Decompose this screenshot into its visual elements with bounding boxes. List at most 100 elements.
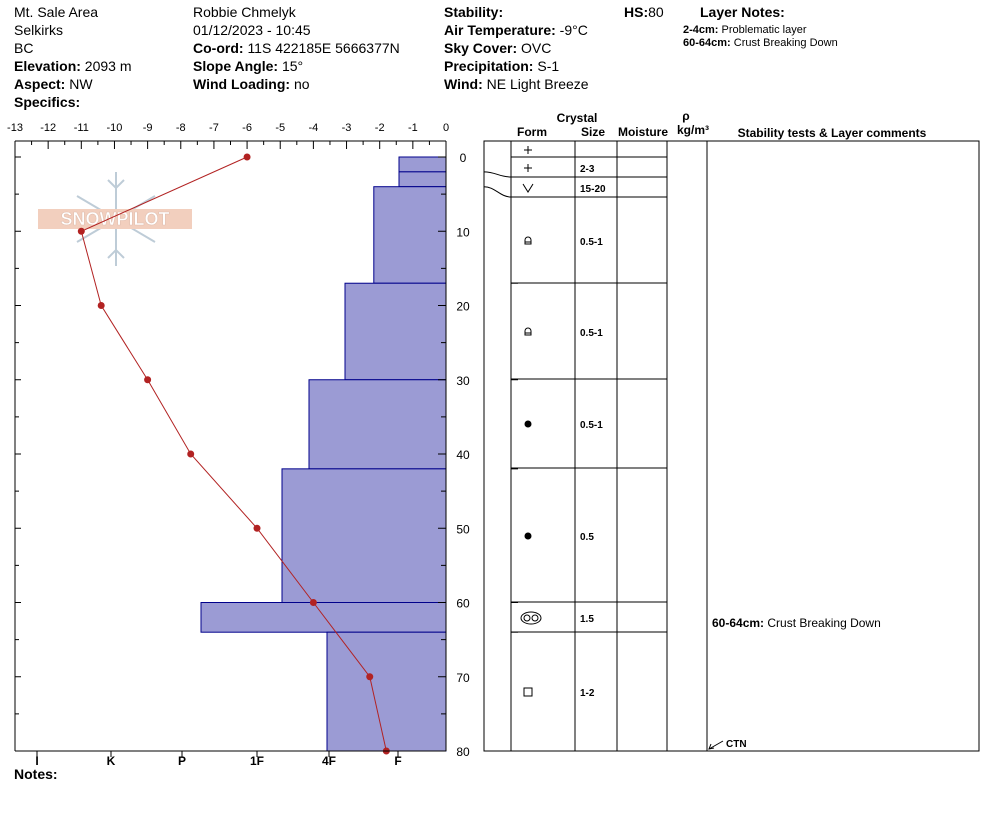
- hardness-tick-label: K: [107, 754, 116, 768]
- elevation-label: Elevation:: [14, 58, 81, 74]
- temperature-tick-label: -9: [143, 122, 153, 134]
- wind-value: NE Light Breeze: [486, 76, 589, 92]
- crystal-form-faceted-icon: [523, 687, 533, 697]
- snow-height: HS:80: [624, 4, 664, 20]
- hs-label: HS:: [624, 4, 649, 20]
- temperature-point: [77, 227, 85, 235]
- sky-cover: Sky Cover: OVC: [444, 40, 551, 56]
- layer-note-depth: 60-64cm:: [683, 37, 731, 49]
- form-header: Form: [517, 125, 547, 139]
- depth-tick-label: 40: [456, 448, 470, 462]
- location: Mt. Sale Area: [14, 4, 99, 20]
- crystal-size: 15-20: [580, 184, 606, 195]
- coord-value: 11S 422185E 5666377N: [247, 40, 400, 56]
- temperature-point: [253, 524, 261, 532]
- density-unit: kg/m³: [677, 123, 709, 137]
- wind-loading: Wind Loading: no: [193, 76, 310, 92]
- stability-test-pointer: [708, 740, 724, 750]
- temperature-tick-label: -11: [74, 122, 89, 134]
- depth-tick-label: 10: [456, 225, 470, 239]
- hardness-tick-label: I: [35, 754, 38, 768]
- size-header: Size: [581, 125, 605, 139]
- elevation: Elevation: 2093 m: [14, 58, 132, 74]
- air-temperature-label: Air Temperature:: [444, 22, 556, 38]
- layer-note: 60-64cm: Crust Breaking Down: [683, 37, 838, 49]
- crystal-size: 1.5: [580, 614, 594, 625]
- temperature-tick-label: -10: [107, 122, 123, 134]
- hardness-bar: [200, 602, 447, 633]
- specifics: Specifics:: [14, 94, 80, 110]
- crystal-size: 2-3: [580, 164, 595, 175]
- depth-tick-label: 50: [456, 522, 470, 536]
- sky-cover-label: Sky Cover:: [444, 40, 518, 56]
- stability-comments-header: Stability tests & Layer comments: [738, 126, 927, 140]
- stability-test-result: CTN: [726, 739, 747, 750]
- temperature-tick-label: -6: [242, 122, 252, 134]
- crystal-header: Crystal: [557, 111, 598, 125]
- aspect: Aspect: NW: [14, 76, 93, 92]
- layer-note-depth: 2-4cm:: [683, 24, 719, 36]
- stability-test-arrow-icon: [708, 743, 715, 750]
- depth-tick-label: 20: [456, 300, 470, 314]
- hardness-tick-label: 1F: [250, 754, 264, 768]
- hardness-bar: [398, 156, 447, 173]
- crystal-form-melt-freeze-icon: [523, 614, 531, 622]
- moisture-header: Moisture: [618, 125, 668, 139]
- temperature-tick-label: -8: [176, 122, 186, 134]
- precipitation-label: Precipitation:: [444, 58, 534, 74]
- temperature-tick-label: -3: [342, 122, 352, 134]
- crystal-form-facet-icon: [522, 183, 534, 193]
- layer-note-text: Crust Breaking Down: [733, 37, 838, 49]
- depth-tick-label: 80: [456, 745, 470, 759]
- temperature-tick-label: -4: [308, 122, 318, 134]
- snowpilot-watermark: SNOWPILOT: [38, 172, 192, 266]
- aspect-value: NW: [69, 76, 93, 92]
- stability-label: Stability:: [444, 4, 504, 20]
- slope-value: 15°: [281, 58, 304, 74]
- temperature-tick-label: 0: [443, 122, 449, 134]
- slope: Slope Angle: 15°: [193, 58, 303, 74]
- observer: Robbie Chmelyk: [193, 4, 296, 20]
- crystal-size: 0.5-1: [580, 237, 603, 248]
- temperature-tick-label: -7: [209, 122, 219, 134]
- crystal-form-melt-freeze-icon: [520, 611, 542, 625]
- temperature-tick-label: -2: [375, 122, 385, 134]
- wind: Wind: NE Light Breeze: [444, 76, 589, 92]
- hardness-tick-label: P: [178, 754, 186, 768]
- temperature-point: [97, 302, 105, 309]
- density-symbol: ρ: [682, 109, 689, 123]
- aspect-label: Aspect:: [14, 76, 66, 92]
- coord-label: Co-ord:: [193, 40, 244, 56]
- layer-comment: 60-64cm: Crust Breaking Down: [712, 616, 881, 630]
- depth-tick-label: 60: [456, 597, 470, 611]
- temperature-point: [144, 376, 152, 384]
- temperature-tick-label: -13: [7, 122, 23, 134]
- hardness-bar: [373, 186, 447, 284]
- crystal-form-rounding-icon: [524, 327, 532, 336]
- hs-value: 80: [648, 4, 664, 20]
- air-temperature-value: -9°C: [559, 22, 588, 38]
- temperature-point: [366, 673, 374, 681]
- layer-notes-title: Layer Notes:: [700, 4, 785, 20]
- depth-tick-label: 70: [456, 671, 470, 685]
- state: BC: [14, 40, 34, 56]
- hardness-tick-label: F: [394, 754, 401, 768]
- coord: Co-ord: 11S 422185E 5666377N: [193, 40, 400, 56]
- hardness-bar: [344, 282, 447, 381]
- crystal-form-round-grain-icon: [524, 420, 532, 428]
- range: Selkirks: [14, 22, 64, 38]
- specifics-label: Specifics:: [14, 94, 81, 110]
- datetime: 01/12/2023 - 10:45: [193, 22, 311, 38]
- crystal-form-round-grain-icon: [524, 532, 532, 540]
- crystal-size: 0.5-1: [580, 420, 603, 431]
- slope-label: Slope Angle:: [193, 58, 279, 74]
- elevation-value: 2093 m: [84, 58, 132, 74]
- temperature-tick-label: -12: [40, 122, 56, 134]
- hardness-bar: [308, 379, 447, 470]
- temperature-tick-label: -5: [275, 122, 285, 134]
- crystal-size: 0.5-1: [580, 328, 603, 339]
- crystal-size: 1-2: [580, 688, 595, 699]
- stability: Stability:: [444, 4, 503, 20]
- layer-connector: [483, 186, 512, 198]
